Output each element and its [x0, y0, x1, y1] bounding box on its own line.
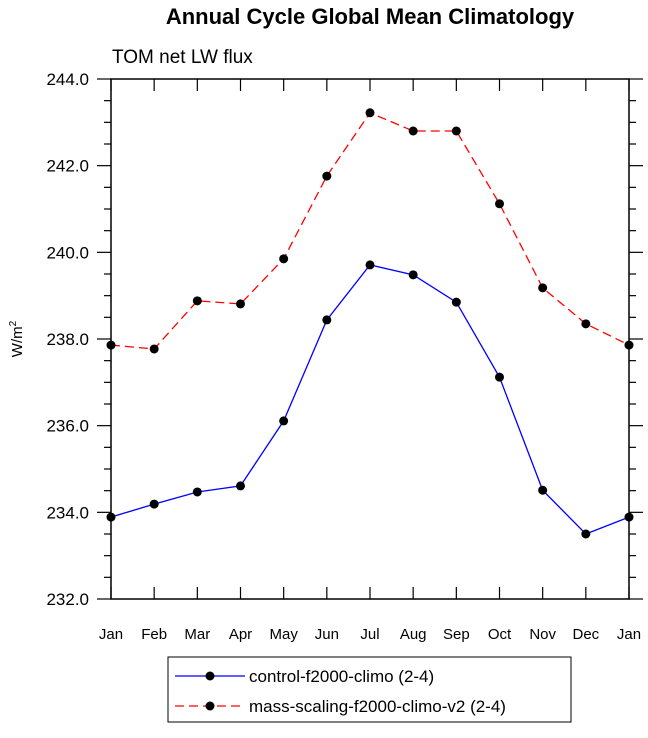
legend-marker-mass-scaling [205, 701, 215, 711]
x-tick-label: Aug [400, 626, 427, 643]
data-point [365, 260, 375, 270]
data-point [451, 126, 461, 136]
x-tick-label: Apr [229, 626, 252, 643]
legend-marker-control [205, 671, 215, 681]
y-tick-label: 244.0 [46, 70, 89, 89]
data-point [624, 512, 634, 522]
chart-subtitle: TOM net LW flux [112, 47, 253, 68]
data-point [581, 529, 591, 539]
y-tick-label: 240.0 [46, 243, 89, 262]
y-tick-label: 232.0 [46, 590, 89, 609]
data-point [279, 416, 289, 426]
y-tick-label: 236.0 [46, 417, 89, 436]
x-tick-label: Jul [360, 626, 379, 643]
legend: control-f2000-climo (2-4) mass-scaling-f… [167, 656, 572, 723]
data-point [149, 499, 159, 509]
data-point [538, 283, 548, 293]
data-point [495, 199, 504, 209]
data-point [365, 108, 375, 118]
data-point [322, 171, 332, 181]
data-point [279, 254, 289, 264]
y-tick-label: 242.0 [46, 157, 89, 176]
data-point [408, 270, 418, 280]
data-point [192, 296, 202, 306]
data-point [451, 297, 461, 307]
x-tick-label: Sep [443, 626, 470, 643]
y-tick-label: 234.0 [46, 503, 89, 522]
data-point [106, 340, 116, 350]
plot-frame [110, 78, 630, 600]
x-tick-label: Feb [141, 626, 167, 643]
data-point [624, 340, 634, 350]
legend-box [167, 656, 572, 723]
x-tick-label: May [269, 626, 298, 643]
data-point [106, 512, 116, 522]
legend-label-control: control-f2000-climo (2-4) [249, 667, 434, 686]
data-point [538, 485, 548, 495]
data-point [408, 126, 418, 136]
series-line-1 [110, 111, 630, 350]
data-point [192, 487, 202, 497]
y-tick-label: 238.0 [46, 330, 89, 349]
data-point [581, 319, 591, 329]
legend-label-mass-scaling: mass-scaling-f2000-climo-v2 (2-4) [249, 697, 506, 716]
data-point [495, 372, 504, 382]
data-point [236, 481, 245, 491]
x-tick-label: Jan [617, 626, 641, 643]
y-axis-label: W/m2 [8, 320, 26, 357]
data-point [149, 344, 159, 354]
data-point [322, 315, 332, 325]
x-tick-label: Oct [488, 626, 512, 643]
data-point [236, 299, 245, 309]
x-tick-label: Dec [572, 626, 599, 643]
series-line-0 [110, 264, 630, 535]
x-tick-label: Jun [315, 626, 339, 643]
x-tick-label: Nov [529, 626, 556, 643]
x-tick-label: Mar [184, 626, 210, 643]
chart-title: Annual Cycle Global Mean Climatology [166, 4, 575, 29]
x-tick-label: Jan [99, 626, 123, 643]
